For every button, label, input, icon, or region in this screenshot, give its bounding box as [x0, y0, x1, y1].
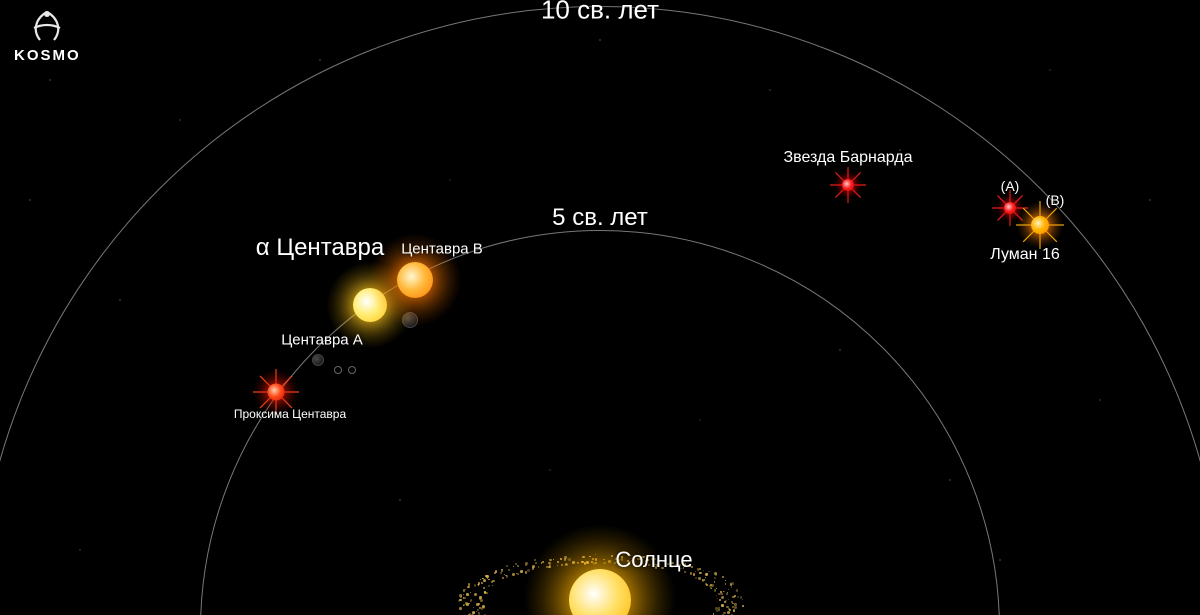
planet: [334, 366, 342, 374]
star-label: Центавра А: [281, 332, 363, 349]
ring-label: 5 св. лет: [552, 204, 648, 232]
star-label: (A): [1001, 178, 1020, 194]
kosmo-logo-text: KOSMO: [14, 47, 81, 64]
alpha-centauri-group-label: α Центавра: [256, 234, 384, 262]
star-label: Проксима Центавра: [234, 407, 346, 421]
star-luhman_b: [1031, 216, 1049, 234]
ring-label: 10 св. лет: [541, 0, 659, 26]
star-proxima: [268, 384, 285, 401]
star-label: Звезда Барнарда: [784, 149, 913, 167]
annotation-label: Луман 16: [990, 246, 1059, 264]
kosmo-logo: KOSMO: [14, 8, 81, 64]
star-barnard: [842, 179, 854, 191]
star-label: Центавра В: [401, 241, 483, 258]
planet: [312, 354, 324, 366]
star-map-canvas: KOSMO 5 св. лет 10 св. лет α Центавра Луман…: [0, 0, 1200, 615]
star-centauri_b: [397, 262, 433, 298]
planet: [348, 366, 356, 374]
star-label: (B): [1046, 192, 1065, 208]
star-label: Солнце: [615, 547, 692, 573]
kosmo-logo-icon: [26, 8, 68, 44]
